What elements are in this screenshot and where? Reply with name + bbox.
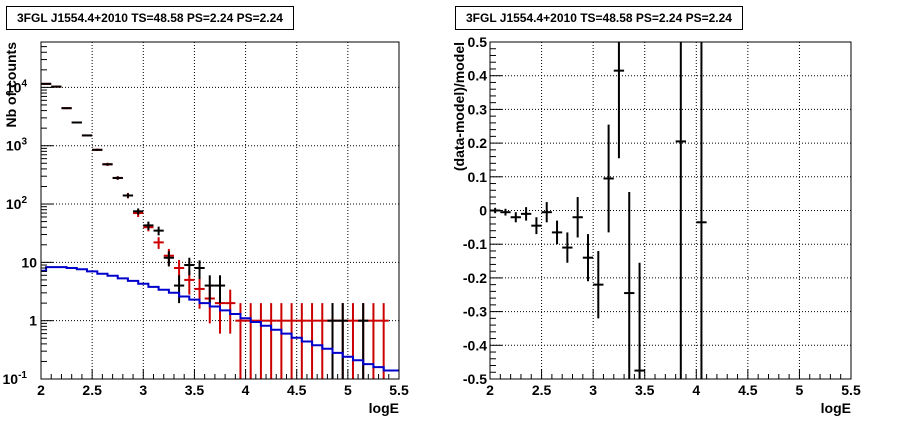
panel0-plot-frame bbox=[40, 41, 400, 380]
panel1-x-tick-label: 4 bbox=[692, 382, 700, 398]
panel1-x-tick-label: 5 bbox=[796, 382, 804, 398]
panel0-x-axis-title: logE bbox=[369, 400, 399, 416]
panel1-y-tick-label: -0.4 bbox=[463, 337, 487, 353]
panel1-x-tick-label: 2 bbox=[486, 382, 494, 398]
panel1-y-tick-label: 0.3 bbox=[468, 101, 488, 117]
panel0-x-tick-label: 5 bbox=[344, 382, 352, 398]
panel0-x-tick-label: 2 bbox=[37, 382, 45, 398]
panel1-x-tick-label: 4.5 bbox=[738, 382, 758, 398]
panel0-model-step-line bbox=[41, 266, 399, 372]
panel1-y-tick-label: 0.4 bbox=[468, 68, 488, 84]
panel0-x-tick-label: 4 bbox=[242, 382, 250, 398]
panel1-y-tick-label: -0.2 bbox=[463, 270, 487, 286]
panel0-y-tick-label: 10 bbox=[21, 254, 37, 270]
panel0-y-tick-label: 1 bbox=[29, 313, 37, 329]
panel1-x-axis-title: logE bbox=[821, 400, 851, 416]
panel1-y-tick-label: -0.3 bbox=[463, 304, 487, 320]
panel0-y-tick-label: 10-1 bbox=[3, 370, 28, 387]
panel1-x-tick-label: 2.5 bbox=[532, 382, 552, 398]
panel1-y-tick-label: 0.1 bbox=[468, 169, 488, 185]
panel1-y-axis-title: (data-model)/model bbox=[451, 42, 467, 171]
panel1-y-tick-label: 0.2 bbox=[468, 135, 488, 151]
panel1-y-tick-label: 0 bbox=[479, 203, 487, 219]
panel0-y-tick-label: 102 bbox=[6, 195, 28, 212]
right-chart-title: 3FGL J1554.4+2010 TS=48.58 PS=2.24 PS=2.… bbox=[455, 6, 743, 30]
panel1-x-tick-label: 3.5 bbox=[635, 382, 655, 398]
panel1-x-tick-label: 3 bbox=[589, 382, 597, 398]
panel1-y-tick-label: -0.5 bbox=[463, 371, 487, 387]
panel0-x-tick-label: 3 bbox=[139, 382, 147, 398]
panel0-x-tick-label: 3.5 bbox=[185, 382, 205, 398]
left-chart-title: 3FGL J1554.4+2010 TS=48.58 PS=2.24 PS=2.… bbox=[6, 6, 294, 30]
panel0-y-axis-title: Nb of counts bbox=[3, 42, 19, 128]
panel1-y-tick-label: 0.5 bbox=[468, 34, 488, 50]
panel0-x-tick-label: 5.5 bbox=[389, 382, 409, 398]
panel1-y-tick-label: -0.1 bbox=[463, 236, 487, 252]
panel0-y-tick-label: 103 bbox=[6, 137, 28, 154]
panel1-x-tick-label: 5.5 bbox=[841, 382, 861, 398]
panel0-x-tick-label: 2.5 bbox=[82, 382, 102, 398]
panel0-x-tick-label: 4.5 bbox=[287, 382, 307, 398]
